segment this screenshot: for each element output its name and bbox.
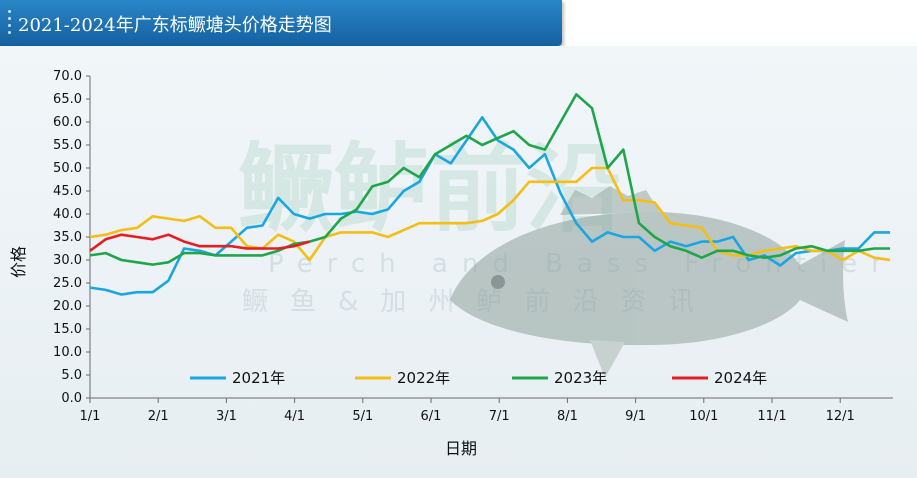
series-lines: [89, 93, 891, 296]
y-tick-label: 25.0: [53, 276, 82, 291]
legend: 2021年 2022年 2023年 2024年: [190, 369, 767, 387]
x-tick-label: 1/1: [80, 409, 101, 424]
y-axis-label: 价格: [9, 246, 28, 278]
x-tick-label: 6/1: [421, 409, 442, 424]
x-tick-label: 4/1: [284, 409, 305, 424]
y-tick-label: 15.0: [53, 322, 82, 337]
y-tick-label: 30.0: [53, 253, 82, 268]
x-tick-label: 7/1: [489, 409, 510, 424]
x-axis-label: 日期: [445, 439, 477, 458]
legend-label: 2024年: [714, 369, 767, 387]
series-line-3: [89, 93, 890, 266]
x-tick-label: 5/1: [352, 409, 373, 424]
y-tick-label: 55.0: [53, 138, 82, 153]
y-tick-label: 50.0: [53, 161, 82, 176]
x-tick-label: 9/1: [625, 409, 646, 424]
x-tick-label: 12/1: [826, 409, 855, 424]
x-tick-label: 3/1: [216, 409, 237, 424]
y-tick-label: 65.0: [53, 92, 82, 107]
watermark: 鳜鲈前沿 Perch and Bass Frontier 鳜鱼&加州鲈前沿资讯: [238, 133, 882, 378]
x-tick-label: 8/1: [557, 409, 578, 424]
y-tick-label: 45.0: [53, 184, 82, 199]
series-line-4: [89, 233, 310, 252]
y-tick-label: 0.0: [61, 391, 82, 406]
x-tick-label: 2/1: [148, 409, 169, 424]
chart-title: 2021-2024年广东标鳜塘头价格走势图: [18, 15, 332, 36]
y-tick-label: 70.0: [53, 69, 82, 84]
axes: 70.0 65.0 60.0 55.0 50.0 45.0 40.0 35.0 30.0 25.0…: [53, 69, 893, 424]
y-tick-label: 10.0: [53, 345, 82, 360]
legend-label: 2021年: [232, 369, 285, 387]
series-line-2: [89, 166, 891, 262]
y-tick-label: 40.0: [53, 207, 82, 222]
legend-label: 2022年: [397, 369, 450, 387]
x-tick-label: 10/1: [689, 409, 718, 424]
y-tick-label: 35.0: [53, 230, 82, 245]
y-tick-label: 60.0: [53, 115, 82, 130]
legend-label: 2023年: [554, 369, 607, 387]
banner-dots: [8, 10, 12, 38]
y-tick-label: 20.0: [53, 299, 82, 314]
title-banner: 2021-2024年广东标鳜塘头价格走势图: [0, 0, 562, 46]
y-tick-label: 5.0: [61, 368, 82, 383]
x-tick-label: 11/1: [757, 409, 786, 424]
